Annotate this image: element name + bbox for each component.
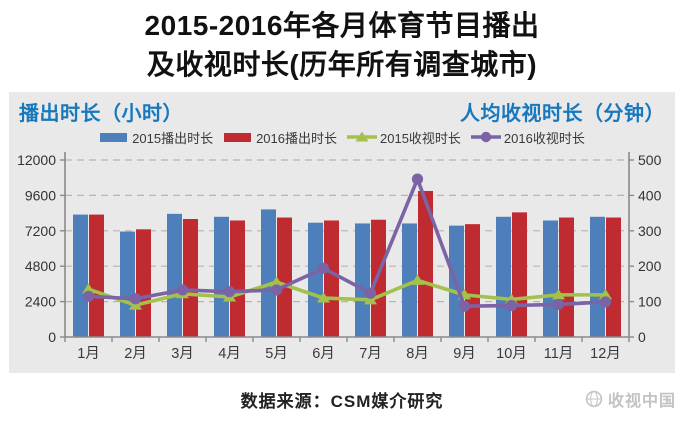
svg-text:2400: 2400	[25, 294, 56, 310]
watermark: 收视中国	[585, 387, 676, 411]
svg-text:12月: 12月	[590, 346, 621, 362]
svg-text:8月: 8月	[406, 346, 429, 362]
legend-item-0: 2015播出时长	[99, 128, 213, 147]
svg-text:9月: 9月	[453, 346, 476, 362]
legend-item-3: 2016收视时长	[471, 128, 585, 147]
legend-swatch-icon	[99, 130, 129, 144]
svg-text:4月: 4月	[218, 346, 241, 362]
chart-title: 2015-2016年各月体育节目播出 及收视时长(历年所有调查城市)	[0, 0, 684, 84]
legend-label: 2016收视时长	[504, 128, 585, 147]
legend-item-2: 2015收视时长	[347, 128, 461, 147]
svg-text:200: 200	[638, 258, 662, 274]
svg-text:11月: 11月	[544, 346, 574, 362]
footer-row: 数据来源：CSM媒介研究 收视中国	[0, 381, 684, 417]
axis-titles-row: 播出时长（小时） 人均收视时长（分钟）	[9, 92, 675, 125]
left-axis-title: 播出时长（小时）	[19, 97, 183, 126]
svg-text:300: 300	[638, 223, 662, 239]
svg-text:0: 0	[638, 329, 646, 345]
svg-text:7200: 7200	[25, 223, 56, 239]
legend-swatch-icon	[471, 130, 501, 144]
chart-legend: 2015播出时长 2016播出时长 2015收视时长 2016收视时长	[9, 126, 675, 148]
svg-text:9600: 9600	[25, 187, 56, 203]
svg-text:3月: 3月	[171, 346, 194, 362]
watermark-text: 收视中国	[608, 387, 676, 411]
svg-text:12000: 12000	[17, 152, 56, 168]
legend-item-1: 2016播出时长	[223, 128, 337, 147]
svg-text:4800: 4800	[25, 258, 56, 274]
svg-text:2月: 2月	[124, 346, 147, 362]
page: 2015-2016年各月体育节目播出 及收视时长(历年所有调查城市) 播出时长（…	[0, 0, 684, 423]
chart-title-line2: 及收视时长(历年所有调查城市)	[0, 45, 684, 84]
chart-title-line1: 2015-2016年各月体育节目播出	[0, 6, 684, 45]
svg-text:7月: 7月	[359, 346, 382, 362]
svg-text:1月: 1月	[77, 346, 100, 362]
combo-chart-plot: 0 2400 4800 7200 9600 12000 0 100 200 300 400 500 1月…	[9, 148, 675, 374]
data-source-text: 数据来源：CSM媒介研究	[0, 387, 684, 412]
svg-text:5月: 5月	[265, 346, 288, 362]
globe-icon	[585, 390, 603, 408]
legend-label: 2015收视时长	[380, 128, 461, 147]
svg-text:500: 500	[638, 152, 662, 168]
svg-text:10月: 10月	[496, 346, 527, 362]
legend-swatch-icon	[347, 130, 377, 144]
svg-text:400: 400	[638, 187, 662, 203]
legend-label: 2015播出时长	[132, 128, 213, 147]
legend-label: 2016播出时长	[256, 128, 337, 147]
svg-text:6月: 6月	[312, 346, 335, 362]
svg-text:0: 0	[48, 329, 56, 345]
svg-text:100: 100	[638, 294, 662, 310]
chart-panel: 播出时长（小时） 人均收视时长（分钟） 2015播出时长2016播出时长2015…	[9, 92, 675, 373]
right-axis-title: 人均收视时长（分钟）	[460, 97, 665, 126]
legend-swatch-icon	[223, 130, 253, 144]
